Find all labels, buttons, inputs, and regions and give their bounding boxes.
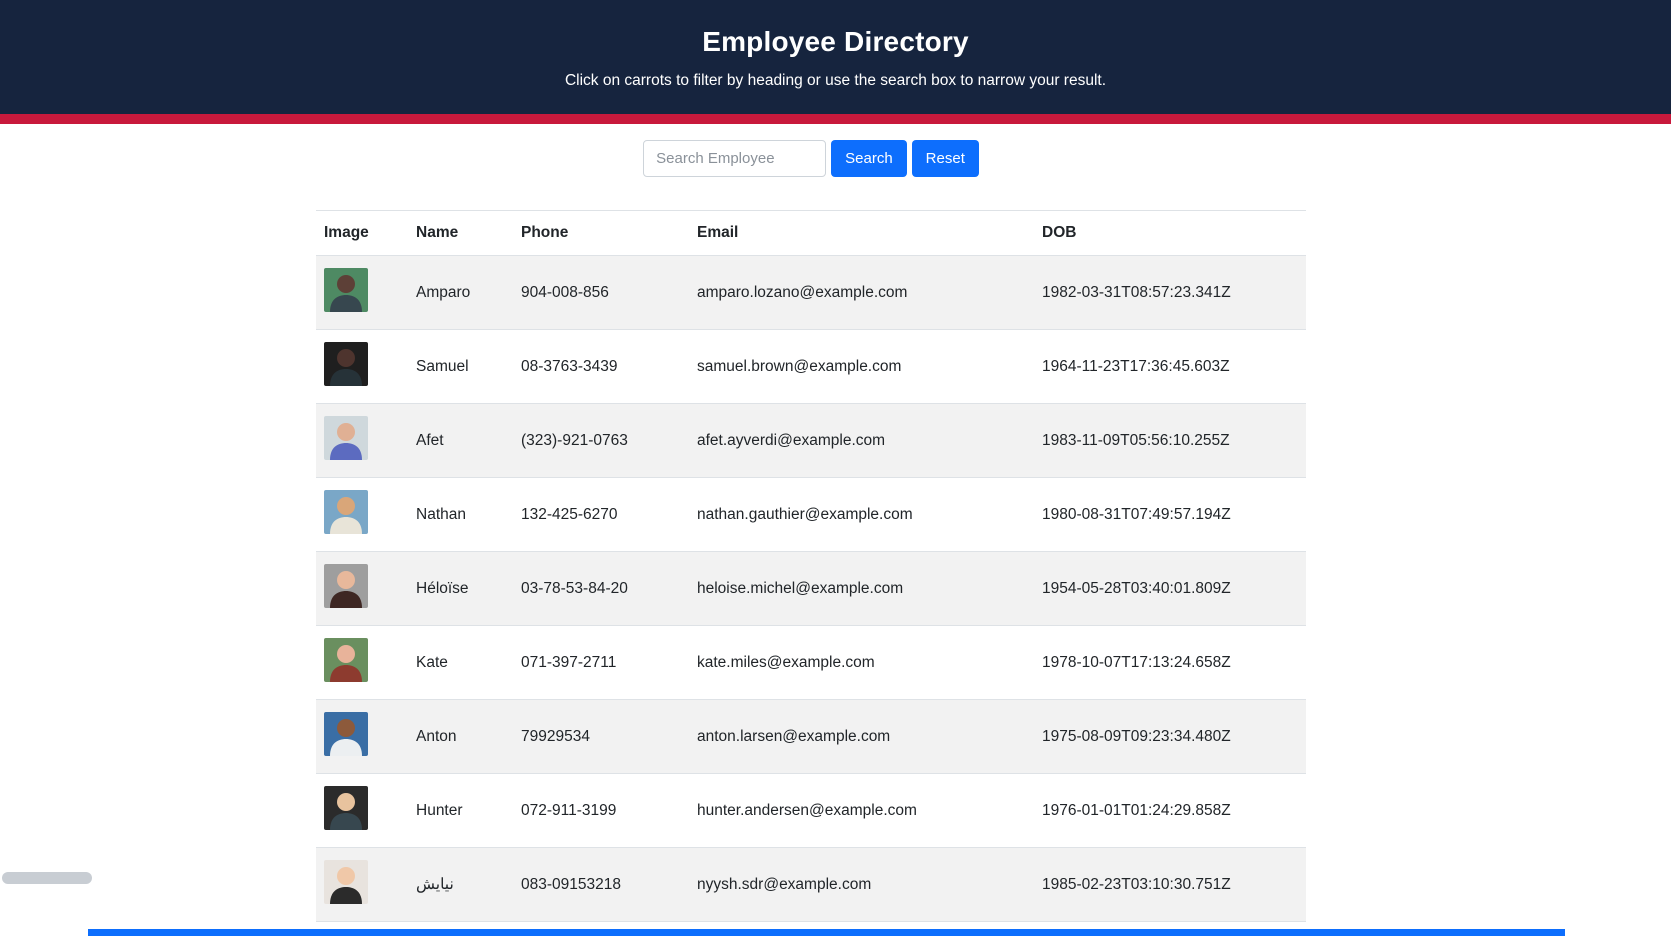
search-input[interactable] — [643, 140, 827, 177]
employee-dob: 1954-05-28T03:40:01.809Z — [1034, 551, 1306, 626]
table-row: Afet (323)-921-0763 afet.ayverdi@example.c… — [316, 403, 1306, 478]
employee-photo-cell — [316, 847, 408, 922]
employee-photo — [324, 490, 368, 534]
horizontal-scrollbar-thumb[interactable] — [2, 872, 92, 884]
employee-photo — [324, 564, 368, 608]
employee-phone: 132-425-6270 — [513, 477, 689, 552]
table-row: Hunter 072-911-3199 hunter.andersen@exampl… — [316, 773, 1306, 848]
employee-name: Afet — [408, 403, 513, 478]
table-row: Kate 071-397-2711 kate.miles@example.com 19… — [316, 625, 1306, 700]
employee-photo-cell — [316, 403, 408, 478]
employee-table: Image Name Phone Email DOB Amparo 904-008-856… — [316, 210, 1306, 922]
column-header-phone[interactable]: Phone — [513, 210, 689, 256]
employee-name: Hunter — [408, 773, 513, 848]
employee-photo — [324, 268, 368, 312]
accent-bar — [0, 114, 1671, 124]
employee-phone: 904-008-856 — [513, 255, 689, 330]
employee-name: Anton — [408, 699, 513, 774]
table-row: Anton 79929534 anton.larsen@example.com 197… — [316, 699, 1306, 774]
employee-photo — [324, 342, 368, 386]
employee-dob: 1980-08-31T07:49:57.194Z — [1034, 477, 1306, 552]
employee-dob: 1964-11-23T17:36:45.603Z — [1034, 329, 1306, 404]
column-header-dob[interactable]: DOB — [1034, 210, 1306, 256]
search-bar: Search Reset — [316, 140, 1306, 177]
employee-photo-cell — [316, 699, 408, 774]
employee-dob: 1978-10-07T17:13:24.658Z — [1034, 625, 1306, 700]
employee-photo-cell — [316, 773, 408, 848]
employee-name: Samuel — [408, 329, 513, 404]
employee-dob: 1976-01-01T01:24:29.858Z — [1034, 773, 1306, 848]
employee-photo-cell — [316, 551, 408, 626]
employee-photo-cell — [316, 477, 408, 552]
employee-photo — [324, 786, 368, 830]
employee-email: nathan.gauthier@example.com — [689, 477, 1034, 552]
employee-dob: 1985-02-23T03:10:30.751Z — [1034, 847, 1306, 922]
table-head: Image Name Phone Email DOB — [316, 210, 1306, 256]
employee-email: samuel.brown@example.com — [689, 329, 1034, 404]
employee-name: Kate — [408, 625, 513, 700]
table-row: Samuel 08-3763-3439 samuel.brown@example.c… — [316, 329, 1306, 404]
employee-phone: 03-78-53-84-20 — [513, 551, 689, 626]
table-header-row: Image Name Phone Email DOB — [316, 210, 1306, 256]
column-header-image[interactable]: Image — [316, 210, 408, 256]
employee-name: Amparo — [408, 255, 513, 330]
employee-dob: 1982-03-31T08:57:23.341Z — [1034, 255, 1306, 330]
employee-dob: 1983-11-09T05:56:10.255Z — [1034, 403, 1306, 478]
employee-phone: 79929534 — [513, 699, 689, 774]
page-subtitle: Click on carrots to filter by heading or… — [564, 72, 1107, 89]
employee-name: نيايش — [408, 847, 513, 922]
table-row: Nathan 132-425-6270 nathan.gauthier@exampl… — [316, 477, 1306, 552]
employee-email: kate.miles@example.com — [689, 625, 1034, 700]
table-row: Héloïse 03-78-53-84-20 heloise.michel@exam… — [316, 551, 1306, 626]
table-row: Amparo 904-008-856 amparo.lozano@example.c… — [316, 255, 1306, 330]
employee-email: afet.ayverdi@example.com — [689, 403, 1034, 478]
footer-strip — [88, 929, 1565, 936]
employee-photo-cell — [316, 329, 408, 404]
employee-photo — [324, 712, 368, 756]
employee-photo-cell — [316, 255, 408, 330]
employee-phone: 08-3763-3439 — [513, 329, 689, 404]
employee-email: anton.larsen@example.com — [689, 699, 1034, 774]
employee-photo-cell — [316, 625, 408, 700]
employee-phone: (323)-921-0763 — [513, 403, 689, 478]
employee-phone: 083-09153218 — [513, 847, 689, 922]
employee-photo — [324, 860, 368, 904]
site-header: Employee Directory Click on carrots to f… — [0, 0, 1671, 114]
page-title: Employee Directory — [702, 26, 969, 57]
column-header-name[interactable]: Name — [408, 210, 513, 256]
column-header-email[interactable]: Email — [689, 210, 1034, 256]
employee-name: Nathan — [408, 477, 513, 552]
employee-phone: 071-397-2711 — [513, 625, 689, 700]
employee-email: amparo.lozano@example.com — [689, 255, 1034, 330]
table-body: Amparo 904-008-856 amparo.lozano@example.c… — [316, 255, 1306, 922]
employee-email: hunter.andersen@example.com — [689, 773, 1034, 848]
employee-photo — [324, 638, 368, 682]
employee-photo — [324, 416, 368, 460]
reset-button[interactable]: Reset — [911, 140, 979, 177]
employee-email: heloise.michel@example.com — [689, 551, 1034, 626]
search-button[interactable]: Search — [831, 140, 907, 177]
employee-dob: 1975-08-09T09:23:34.480Z — [1034, 699, 1306, 774]
employee-phone: 072-911-3199 — [513, 773, 689, 848]
employee-name: Héloïse — [408, 551, 513, 626]
employee-email: nyysh.sdr@example.com — [689, 847, 1034, 922]
table-row: نيايش 083-09153218 nyysh.sdr@example.com 19… — [316, 847, 1306, 922]
